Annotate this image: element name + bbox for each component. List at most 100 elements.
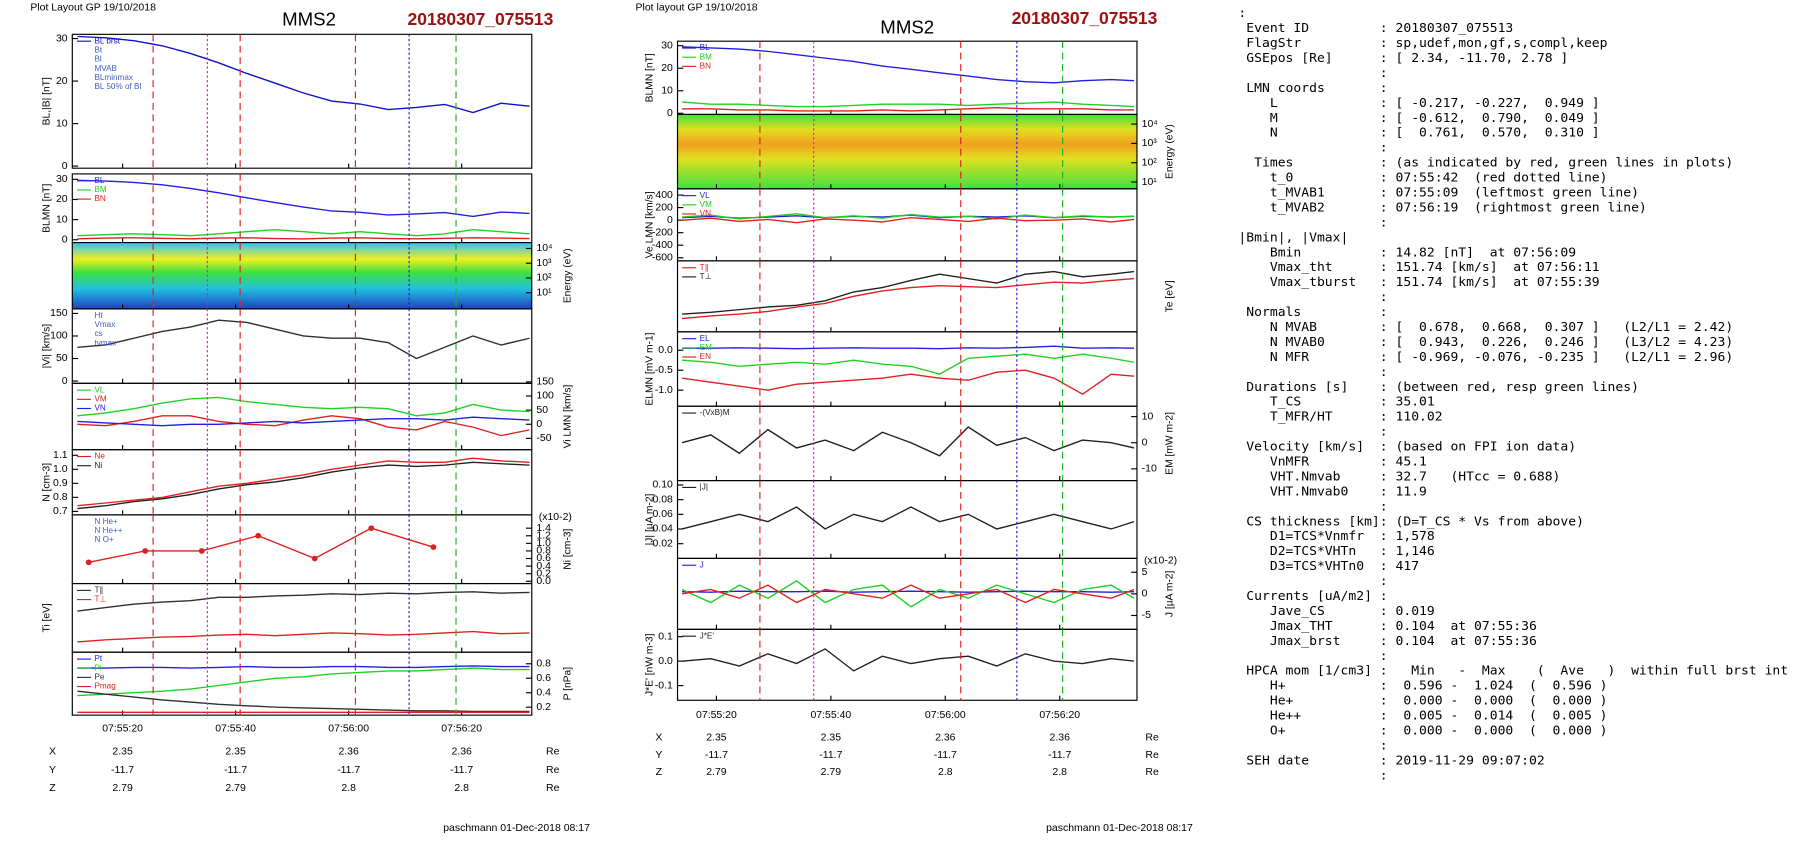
summary-line: T_MFR/HT : 110.02 — [1238, 410, 1442, 425]
legend-entry: J — [700, 560, 704, 569]
y-tick-label: 20 — [56, 194, 68, 205]
x-tick-label: 07:56:00 — [925, 710, 966, 721]
y-tick-label: 10⁴ — [1142, 119, 1158, 130]
x-tick-label: 07:56:20 — [441, 724, 482, 735]
y-axis-label: |J| [µA m-2] — [644, 493, 655, 545]
y-tick-label: 0.1 — [658, 631, 673, 642]
summary-line: Velocity [km/s] : (based on FPI ion data… — [1238, 440, 1576, 455]
legend-entry: VN — [94, 404, 105, 413]
legend-entry: T∥ — [94, 586, 103, 595]
summary-line: GSEpos [Re] : [ 2.34, -11.70, 2.78 ] — [1238, 51, 1568, 66]
series-point — [142, 548, 149, 554]
y-axis-label: BLMN [nT] — [41, 184, 52, 233]
series-line — [77, 416, 530, 427]
y-axis-label: N [cm-3] — [41, 463, 52, 502]
summary-line: SEH date : 2019-11-29 09:07:02 — [1238, 753, 1544, 768]
series-line — [77, 591, 530, 612]
event-id: 20180307_075513 — [1012, 8, 1158, 28]
y-axis-label: J*E' [nW m-3] — [644, 633, 655, 696]
y-tick-label: 10¹ — [536, 288, 552, 299]
summary-line: FlagStr : sp,udef,mon,gf,s,compl,keep — [1238, 36, 1607, 51]
y-tick-label: 0 — [1142, 438, 1148, 449]
position-unit: Re — [546, 747, 560, 758]
footer: paschmann 01-Dec-2018 08:17 — [443, 823, 590, 834]
position-value: 2.36 — [935, 733, 956, 744]
position-label: X — [655, 733, 662, 744]
legend-entry: N He+ — [94, 517, 118, 526]
y-tick-label: -200 — [652, 227, 673, 238]
x-tick-label: 07:55:40 — [215, 724, 256, 735]
summary-line: He+ : 0.000 - 0.000 ( 0.000 ) — [1238, 694, 1607, 709]
series-line — [77, 35, 530, 114]
series-line — [682, 213, 1135, 220]
summary-line: N MFR : [ -0.969, -0.076, -0.235 ] (L2/L… — [1238, 350, 1733, 365]
summary-line: Vmax_tht : 151.74 [km/s] at 07:56:11 — [1238, 260, 1599, 275]
summary-line: : — [1238, 141, 1387, 156]
y-axis-label: Ni [cm-3] — [563, 529, 574, 570]
summary-line: : — [1238, 768, 1387, 783]
y-tick-label: 0.6 — [536, 553, 551, 564]
summary-line: Jmax_THT : 0.104 at 07:55:36 — [1238, 619, 1536, 634]
y-tick-label: 0 — [62, 161, 68, 172]
y-tick-label: 0 — [62, 235, 68, 246]
y-tick-label: -10 — [1142, 464, 1157, 475]
y-tick-label: 0 — [667, 108, 673, 119]
position-value: 2.35 — [112, 747, 133, 758]
legend-entry: VL — [700, 191, 710, 200]
legend-entry: T⊥ — [94, 595, 106, 604]
series-line — [682, 277, 1135, 320]
summary-line: : — [1238, 425, 1387, 440]
y-tick-label: 0 — [536, 419, 542, 430]
series-line — [77, 630, 530, 643]
series-line — [682, 46, 1135, 84]
y-tick-label: 5 — [1142, 567, 1148, 578]
legend-entry: cs — [94, 329, 102, 338]
series-line — [77, 396, 530, 417]
position-unit: Re — [546, 783, 560, 794]
y-tick-label: 0.7 — [53, 506, 68, 517]
y-tick-label: 50 — [536, 405, 548, 416]
position-label: X — [49, 747, 56, 758]
position-unit: Re — [1145, 733, 1159, 744]
position-value: -11.7 — [934, 750, 957, 761]
summary-line: Jave_CS : 0.019 — [1238, 604, 1434, 619]
summary-line: Event ID : 20180307_075513 — [1238, 21, 1513, 36]
summary-line: HPCA mom [1/cm3] : Min - Max ( Ave ) wit… — [1238, 664, 1788, 679]
position-label: Y — [49, 765, 56, 776]
y-tick-label: 20 — [56, 76, 68, 87]
summary-line: He++ : 0.005 - 0.014 ( 0.005 ) — [1238, 709, 1607, 724]
legend-entry: EN — [700, 352, 711, 361]
series-line — [681, 580, 1135, 608]
y-tick-label: 0.9 — [53, 478, 68, 489]
event-id: 20180307_075513 — [408, 9, 554, 29]
position-label: Z — [656, 767, 663, 778]
scale-note: (x10-2) — [1144, 555, 1177, 566]
x-tick-label: 07:55:20 — [696, 710, 737, 721]
position-value: 2.35 — [225, 747, 246, 758]
y-tick-label: 0.10 — [652, 480, 673, 491]
y-tick-label: 0.2 — [536, 702, 551, 713]
legend-entry: Vmax — [94, 320, 115, 329]
y-axis-label: Energy (eV) — [1164, 124, 1175, 179]
y-tick-label: 10² — [1142, 158, 1158, 169]
legend-entry: MVAB — [94, 64, 117, 73]
y-tick-label: 1.0 — [53, 464, 68, 475]
y-tick-label: 0 — [1142, 589, 1148, 600]
series-line — [681, 584, 1135, 604]
series-point — [311, 555, 318, 562]
y-tick-label: 0.8 — [536, 659, 551, 670]
summary-line: : — [1238, 6, 1246, 21]
series-line — [682, 648, 1135, 672]
summary-line: : — [1238, 365, 1387, 380]
legend-entry: Ni — [94, 461, 102, 470]
summary-line: t_0 : 07:55:42 (red dotted line) — [1238, 171, 1607, 186]
scale-note: (x10-2) — [539, 512, 572, 523]
y-axis-label: Ve LMN [km/s] — [644, 191, 655, 258]
summary-line: Vmax_tburst : 151.74 [km/s] at 07:55:39 — [1238, 275, 1599, 290]
y-tick-label: 0.8 — [536, 546, 551, 557]
y-tick-label: 50 — [56, 353, 68, 364]
y-tick-label: 0.4 — [536, 561, 551, 572]
summary-line: Durations [s] : (between red, resp green… — [1238, 380, 1639, 395]
summary-line: N : [ 0.761, 0.570, 0.310 ] — [1238, 126, 1599, 141]
